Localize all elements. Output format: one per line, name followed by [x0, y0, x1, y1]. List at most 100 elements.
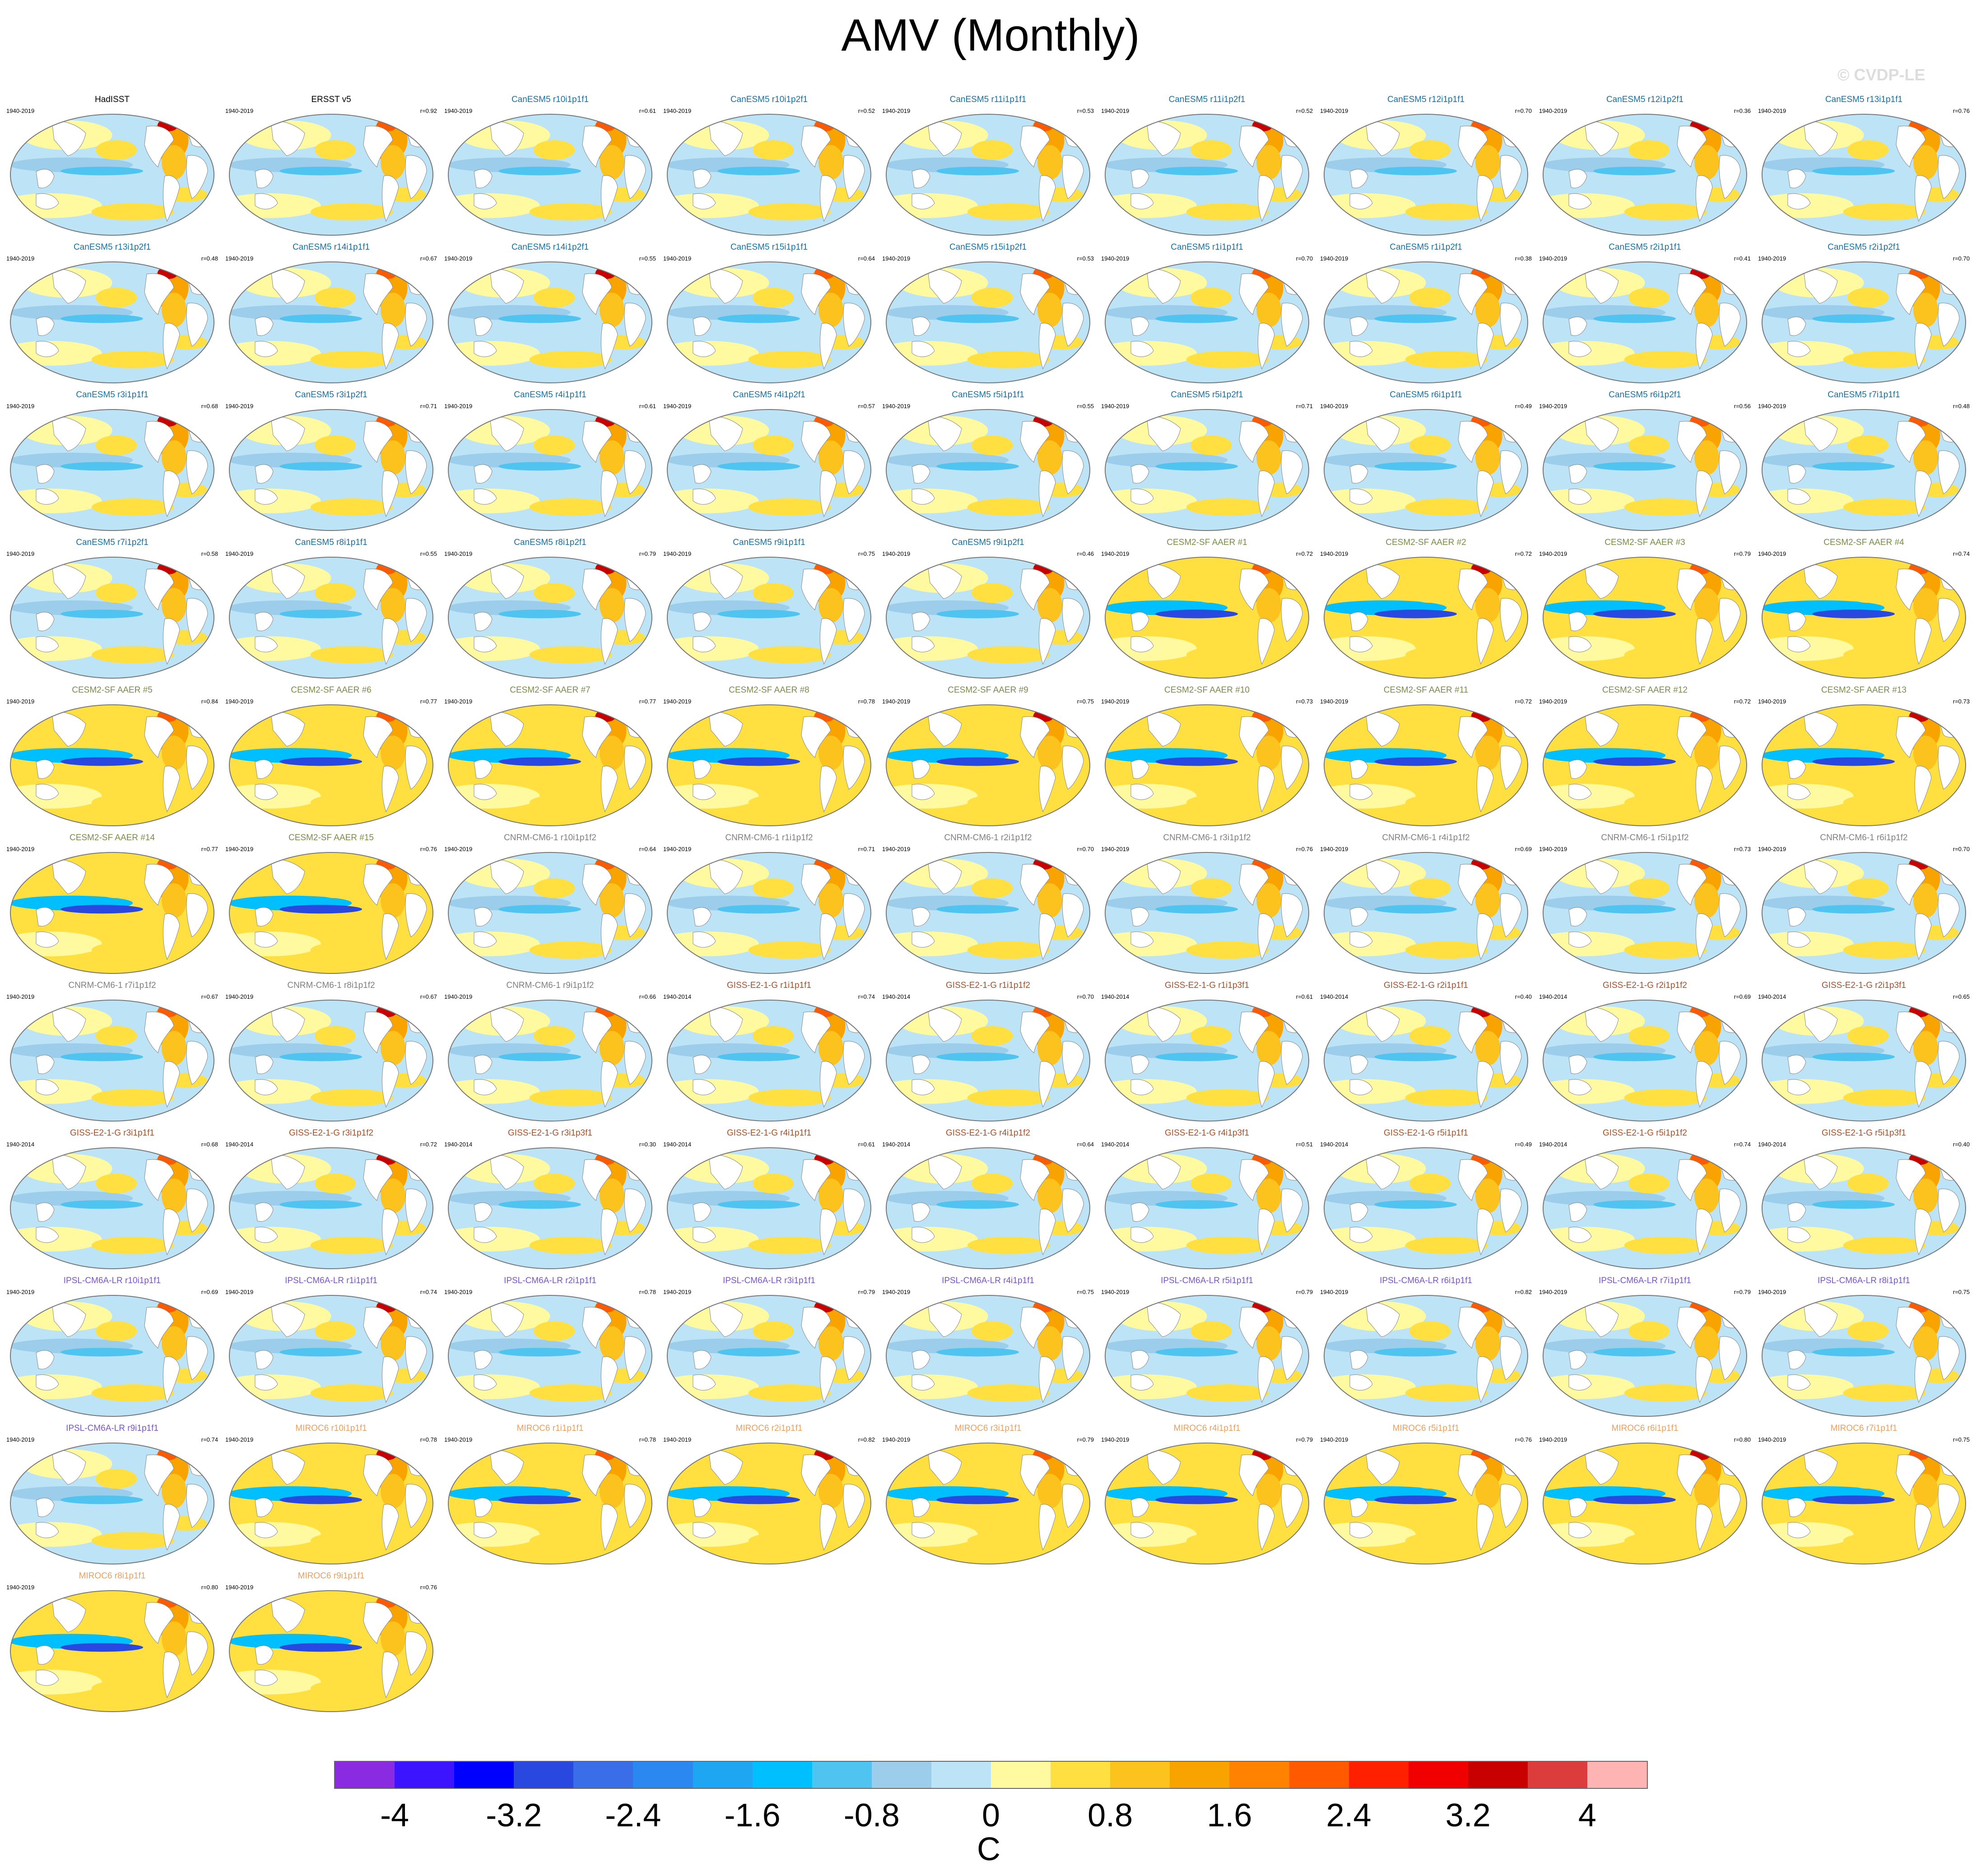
map-panel: IPSL-CM6A-LR r5i1p1f1 1940-2019 r=0.79: [1099, 1276, 1315, 1420]
panel-years: 1940-2019: [6, 1584, 35, 1591]
sst-map: [1761, 1000, 1967, 1122]
panel-correlation: r=0.79: [858, 1289, 875, 1295]
panel-title: IPSL-CM6A-LR r8i1p1f1: [1818, 1276, 1910, 1285]
sst-map: [885, 261, 1091, 383]
panel-correlation: r=0.48: [201, 255, 218, 262]
panel-title: IPSL-CM6A-LR r5i1p1f1: [1161, 1276, 1253, 1285]
colorbar-tick-label: 2.4: [1326, 1797, 1372, 1834]
sst-map: [666, 1295, 872, 1417]
panel-correlation: r=0.71: [858, 846, 875, 852]
map-panel: CESM2-SF AAER #12 1940-2019 r=0.72: [1537, 685, 1753, 829]
panel-years: 1940-2019: [1101, 1436, 1130, 1443]
map-panel: CESM2-SF AAER #14 1940-2019 r=0.77: [5, 833, 220, 977]
sst-map: [447, 704, 653, 826]
panel-years: 1940-2019: [444, 550, 473, 557]
panel-correlation: r=0.64: [639, 846, 656, 852]
map-panel: CanESM5 r8i1p2f1 1940-2019 r=0.79: [442, 538, 658, 681]
colorbar-box: [395, 1762, 455, 1788]
panel-title: CNRM-CM6-1 r6i1p1f2: [1820, 833, 1908, 843]
panel-title: CanESM5 r14i1p1f1: [292, 242, 370, 252]
panel-years: 1940-2019: [6, 993, 35, 1000]
colorbar-tick-label: 0.8: [1088, 1797, 1133, 1834]
sst-map: [447, 852, 653, 974]
map-panel: CanESM5 r3i1p2f1 1940-2019 r=0.71: [223, 390, 439, 534]
figure-title: AMV (Monthly): [841, 10, 1140, 61]
panel-years: 1940-2014: [444, 1141, 473, 1148]
panel-title: CESM2-SF AAER #6: [291, 685, 372, 695]
colorbar-box: [693, 1762, 753, 1788]
sst-map: [666, 704, 872, 826]
panel-title: CESM2-SF AAER #3: [1604, 538, 1685, 547]
map-panel: CanESM5 r11i1p2f1 1940-2019 r=0.52: [1099, 95, 1315, 238]
panel-years: 1940-2019: [225, 1436, 254, 1443]
map-panel: CanESM5 r14i1p2f1 1940-2019 r=0.55: [442, 242, 658, 386]
panel-correlation: r=0.61: [639, 403, 656, 410]
map-panel: CESM2-SF AAER #13 1940-2019 r=0.73: [1756, 685, 1972, 829]
sst-map: [1761, 261, 1967, 383]
map-panel: CanESM5 r10i1p2f1 1940-2019 r=0.52: [661, 95, 877, 238]
panel-title: CanESM5 r11i1p2f1: [1168, 95, 1246, 104]
panel-title: HadISST: [94, 95, 130, 104]
panel-correlation: r=0.40: [1953, 1141, 1970, 1148]
panel-correlation: r=0.79: [1734, 550, 1751, 557]
panel-correlation: r=0.64: [1077, 1141, 1094, 1148]
map-panel: CanESM5 r1i1p1f1 1940-2019 r=0.70: [1099, 242, 1315, 386]
panel-title: MIROC6 r5i1p1f1: [1392, 1424, 1460, 1433]
panel-years: 1940-2019: [1320, 1289, 1349, 1295]
sst-map: [9, 114, 215, 236]
panel-correlation: r=0.79: [1734, 1289, 1751, 1295]
sst-map: [1104, 557, 1310, 679]
map-panel: GISS-E2-1-G r5i1p3f1 1940-2014 r=0.40: [1756, 1128, 1972, 1272]
panel-correlation: r=0.41: [1734, 255, 1751, 262]
panel-correlation: r=0.51: [1296, 1141, 1313, 1148]
panel-title: CanESM5 r7i1p1f1: [1828, 390, 1900, 400]
sst-map: [885, 409, 1091, 531]
sst-map: [1104, 1443, 1310, 1564]
panel-years: 1940-2014: [1320, 1141, 1349, 1148]
panel-correlation: r=0.46: [1077, 550, 1094, 557]
panel-correlation: r=0.71: [420, 403, 437, 410]
sst-map: [9, 1000, 215, 1122]
panel-years: 1940-2019: [1758, 846, 1786, 852]
colorbar-tick-label: -0.8: [843, 1797, 900, 1834]
panel-title: CESM2-SF AAER #2: [1386, 538, 1466, 547]
sst-map: [228, 1147, 434, 1269]
panel-years: 1940-2019: [882, 255, 911, 262]
map-panel: CanESM5 r1i1p2f1 1940-2019 r=0.38: [1318, 242, 1534, 386]
map-panel: CNRM-CM6-1 r3i1p1f2 1940-2019 r=0.76: [1099, 833, 1315, 977]
colorbar-box: [1110, 1762, 1170, 1788]
panel-correlation: r=0.49: [1515, 403, 1532, 410]
sst-map: [1323, 1295, 1529, 1417]
panel-title: CanESM5 r9i1p2f1: [952, 538, 1024, 547]
panel-years: 1940-2019: [225, 846, 254, 852]
sst-map: [9, 1443, 215, 1564]
panel-years: 1940-2019: [6, 107, 35, 114]
panel-correlation: r=0.69: [201, 1289, 218, 1295]
panel-title: CNRM-CM6-1 r7i1p1f2: [68, 981, 156, 990]
panel-title: CanESM5 r10i1p1f1: [511, 95, 589, 104]
sst-map: [228, 852, 434, 974]
panel-years: 1940-2019: [1539, 1436, 1567, 1443]
panel-title: IPSL-CM6A-LR r3i1p1f1: [723, 1276, 815, 1285]
sst-map: [1761, 1295, 1967, 1417]
map-panel: CESM2-SF AAER #15 1940-2019 r=0.76: [223, 833, 439, 977]
map-panel: CESM2-SF AAER #9 1940-2019 r=0.75: [880, 685, 1096, 829]
map-panel: MIROC6 r7i1p1f1 1940-2019 r=0.75: [1756, 1424, 1972, 1567]
panel-title: IPSL-CM6A-LR r7i1p1f1: [1599, 1276, 1691, 1285]
map-panel: GISS-E2-1-G r2i1p1f2 1940-2014 r=0.69: [1537, 981, 1753, 1124]
panel-correlation: r=0.77: [201, 846, 218, 852]
map-panel: CanESM5 r6i1p1f1 1940-2019 r=0.49: [1318, 390, 1534, 534]
colorbar-tick-label: -3.2: [486, 1797, 542, 1834]
colorbar-tick-label: -1.6: [724, 1797, 781, 1834]
map-panel: MIROC6 r6i1p1f1 1940-2019 r=0.80: [1537, 1424, 1753, 1567]
panel-title: CanESM5 r12i1p2f1: [1606, 95, 1684, 104]
sst-map: [1323, 409, 1529, 531]
map-panel: MIROC6 r8i1p1f1 1940-2019 r=0.80: [5, 1571, 220, 1715]
panel-correlation: r=0.75: [858, 550, 875, 557]
panel-correlation: r=0.67: [201, 993, 218, 1000]
sst-map: [885, 1147, 1091, 1269]
colorbar-box: [1170, 1762, 1230, 1788]
sst-map: [1761, 1443, 1967, 1564]
colorbar-tick-label: 0: [981, 1797, 1000, 1834]
panel-correlation: r=0.53: [1077, 255, 1094, 262]
